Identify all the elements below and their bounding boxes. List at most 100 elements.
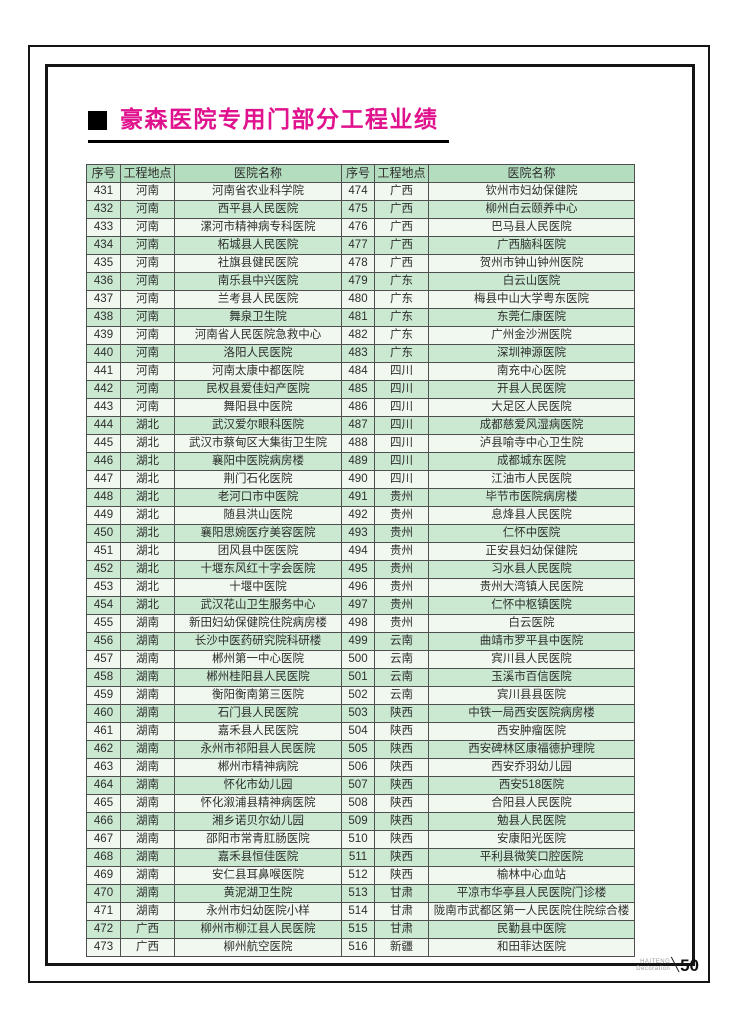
serial-cell: 468	[86, 848, 121, 867]
location-cell: 湖南	[120, 830, 175, 849]
hospital-cell: 郴州桂阳县人民医院	[174, 668, 342, 687]
hospital-cell: 广西脑科医院	[428, 236, 635, 255]
serial-cell: 486	[341, 398, 375, 417]
serial-cell: 453	[86, 578, 121, 597]
table-row: 469 湖南 安仁县耳鼻喉医院 512 陕西 榆林中心血站	[86, 866, 635, 885]
location-cell: 广东	[374, 290, 429, 309]
outer-border-frame: 豪森医院专用门部分工程业绩 序号 工程地点 医院名称 序号 工程地点 医院名称 431 河南…	[28, 45, 710, 983]
serial-cell: 454	[86, 596, 121, 615]
location-cell: 湖南	[120, 740, 175, 759]
hospital-cell: 宾川县人民医院	[428, 650, 635, 669]
serial-cell: 494	[341, 542, 375, 561]
serial-cell: 447	[86, 470, 121, 489]
hospital-cell: 大足区人民医院	[428, 398, 635, 417]
location-cell: 河南	[120, 398, 175, 417]
location-cell: 湖南	[120, 866, 175, 885]
location-cell: 湖南	[120, 794, 175, 813]
location-cell: 湖北	[120, 542, 175, 561]
location-cell: 广西	[374, 182, 429, 201]
location-cell: 陕西	[374, 848, 429, 867]
hospital-cell: 民权县爱佳妇产医院	[174, 380, 342, 399]
table-row: 468 湖南 嘉禾县恒佳医院 511 陕西 平利县微笑口腔医院	[86, 848, 635, 867]
table-row: 446 湖北 襄阳中医院病房楼 489 四川 成都城东医院	[86, 452, 635, 471]
location-cell: 贵州	[374, 578, 429, 597]
location-cell: 湖北	[120, 524, 175, 543]
serial-cell: 467	[86, 830, 121, 849]
location-cell: 湖南	[120, 704, 175, 723]
table-row: 464 湖南 怀化市幼儿园 507 陕西 西安518医院	[86, 776, 635, 795]
hospital-cell: 习水县人民医院	[428, 560, 635, 579]
location-cell: 湖北	[120, 578, 175, 597]
hospital-cell: 民勤县中医院	[428, 920, 635, 939]
location-cell: 陕西	[374, 830, 429, 849]
location-cell: 湖南	[120, 776, 175, 795]
location-cell: 湖北	[120, 434, 175, 453]
location-cell: 湖南	[120, 686, 175, 705]
serial-cell: 496	[341, 578, 375, 597]
serial-cell: 436	[86, 272, 121, 291]
hospital-cell: 怀化溆浦县精神病医院	[174, 794, 342, 813]
location-cell: 湖南	[120, 758, 175, 777]
hospital-cell: 嘉禾县人民医院	[174, 722, 342, 741]
hospital-cell: 社旗县健民医院	[174, 254, 342, 273]
hospital-cell: 息烽县人民医院	[428, 506, 635, 525]
table-row: 440 河南 洛阳人民医院 483 广东 深圳神源医院	[86, 344, 635, 363]
hospital-cell: 南充中心医院	[428, 362, 635, 381]
serial-cell: 499	[341, 632, 375, 651]
hospital-cell: 平利县微笑口腔医院	[428, 848, 635, 867]
serial-cell: 477	[341, 236, 375, 255]
serial-cell: 441	[86, 362, 121, 381]
serial-cell: 511	[341, 848, 375, 867]
serial-cell: 473	[86, 938, 121, 957]
location-cell: 河南	[120, 308, 175, 327]
hospital-cell: 郴州市精神病院	[174, 758, 342, 777]
serial-cell: 502	[341, 686, 375, 705]
location-cell: 贵州	[374, 596, 429, 615]
serial-cell: 432	[86, 200, 121, 219]
serial-cell: 431	[86, 182, 121, 201]
serial-cell: 442	[86, 380, 121, 399]
brand-line1: HAITENG	[640, 959, 671, 965]
location-cell: 湖北	[120, 596, 175, 615]
hospital-cell: 襄阳思婉医疗美容医院	[174, 524, 342, 543]
serial-cell: 474	[341, 182, 375, 201]
hospital-cell: 舞泉卫生院	[174, 308, 342, 327]
table-row: 432 河南 西平县人民医院 475 广西 柳州白云颐养中心	[86, 200, 635, 219]
hospital-cell: 东莞仁康医院	[428, 308, 635, 327]
location-cell: 四川	[374, 380, 429, 399]
hospital-cell: 武汉爱尔眼科医院	[174, 416, 342, 435]
location-cell: 广东	[374, 308, 429, 327]
serial-cell: 491	[341, 488, 375, 507]
hospital-cell: 洛阳人民医院	[174, 344, 342, 363]
table-row: 436 河南 南乐县中兴医院 479 广东 白云山医院	[86, 272, 635, 291]
location-cell: 甘肃	[374, 884, 429, 903]
location-cell: 陕西	[374, 758, 429, 777]
hospital-cell: 湘乡诺贝尔幼儿园	[174, 812, 342, 831]
hospital-cell: 安仁县耳鼻喉医院	[174, 866, 342, 885]
hospital-cell: 漯河市精神病专科医院	[174, 218, 342, 237]
serial-cell: 488	[341, 434, 375, 453]
serial-cell: 465	[86, 794, 121, 813]
hospital-cell: 白云山医院	[428, 272, 635, 291]
hospital-cell: 武汉花山卫生服务中心	[174, 596, 342, 615]
hospital-cell: 江油市人民医院	[428, 470, 635, 489]
table-row: 472 广西 柳州市柳江县人民医院 515 甘肃 民勤县中医院	[86, 920, 635, 939]
serial-cell: 503	[341, 704, 375, 723]
location-cell: 陕西	[374, 740, 429, 759]
serial-cell: 440	[86, 344, 121, 363]
serial-cell: 482	[341, 326, 375, 345]
table-row: 459 湖南 衡阳衡南第三医院 502 云南 宾川县县医院	[86, 686, 635, 705]
serial-cell: 489	[341, 452, 375, 471]
location-cell: 河南	[120, 272, 175, 291]
location-cell: 四川	[374, 470, 429, 489]
location-cell: 甘肃	[374, 902, 429, 921]
serial-cell: 475	[341, 200, 375, 219]
hospital-cell: 新田妇幼保健院住院病房楼	[174, 614, 342, 633]
hospital-cell: 邵阳市常青肛肠医院	[174, 830, 342, 849]
serial-cell: 498	[341, 614, 375, 633]
hospital-cell: 正安县妇幼保健院	[428, 542, 635, 561]
serial-cell: 460	[86, 704, 121, 723]
hospital-cell: 南乐县中兴医院	[174, 272, 342, 291]
location-cell: 湖南	[120, 848, 175, 867]
hospital-cell: 玉溪市百信医院	[428, 668, 635, 687]
